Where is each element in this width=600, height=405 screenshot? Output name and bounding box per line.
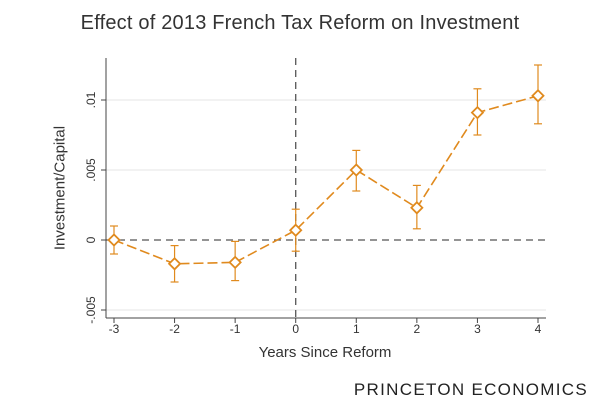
y-tick-label: -.005 xyxy=(84,296,98,324)
x-tick-label: -1 xyxy=(230,322,241,336)
x-tick-label: 2 xyxy=(414,322,421,336)
axes: -.005 0 .005 .01 -3 -2 -1 0 1 2 3 4 xyxy=(84,58,546,336)
data-point-marker xyxy=(470,105,485,120)
x-tick-label: 4 xyxy=(535,322,542,336)
x-tick-label: 0 xyxy=(292,322,299,336)
y-tick-label: .005 xyxy=(84,158,98,182)
data-point-marker xyxy=(228,255,242,270)
series-line xyxy=(113,95,539,265)
x-axis-label: Years Since Reform xyxy=(258,344,392,361)
x-tick-label: -3 xyxy=(109,322,120,336)
brand-logo-text: PRINCETON ECONOMICS xyxy=(353,380,588,399)
data-point-marker xyxy=(167,257,182,271)
data-point-marker xyxy=(531,89,545,103)
y-tick-label: 0 xyxy=(84,236,98,243)
data-point-marker xyxy=(410,201,424,215)
y-tick-label: .01 xyxy=(84,91,98,108)
data-point-marker xyxy=(288,223,303,237)
grid-lines xyxy=(106,99,546,311)
y-axis-label: Investment/Capital xyxy=(51,125,69,251)
x-tick-label: 3 xyxy=(474,322,481,336)
x-tick-label: 1 xyxy=(353,322,360,336)
data-point-marker xyxy=(107,233,121,247)
data-series xyxy=(107,64,545,283)
data-point-marker xyxy=(349,163,364,177)
reference-lines xyxy=(106,58,546,318)
chart-title: Effect of 2013 French Tax Reform on Inve… xyxy=(80,12,520,34)
x-tick-label: -2 xyxy=(169,322,180,336)
